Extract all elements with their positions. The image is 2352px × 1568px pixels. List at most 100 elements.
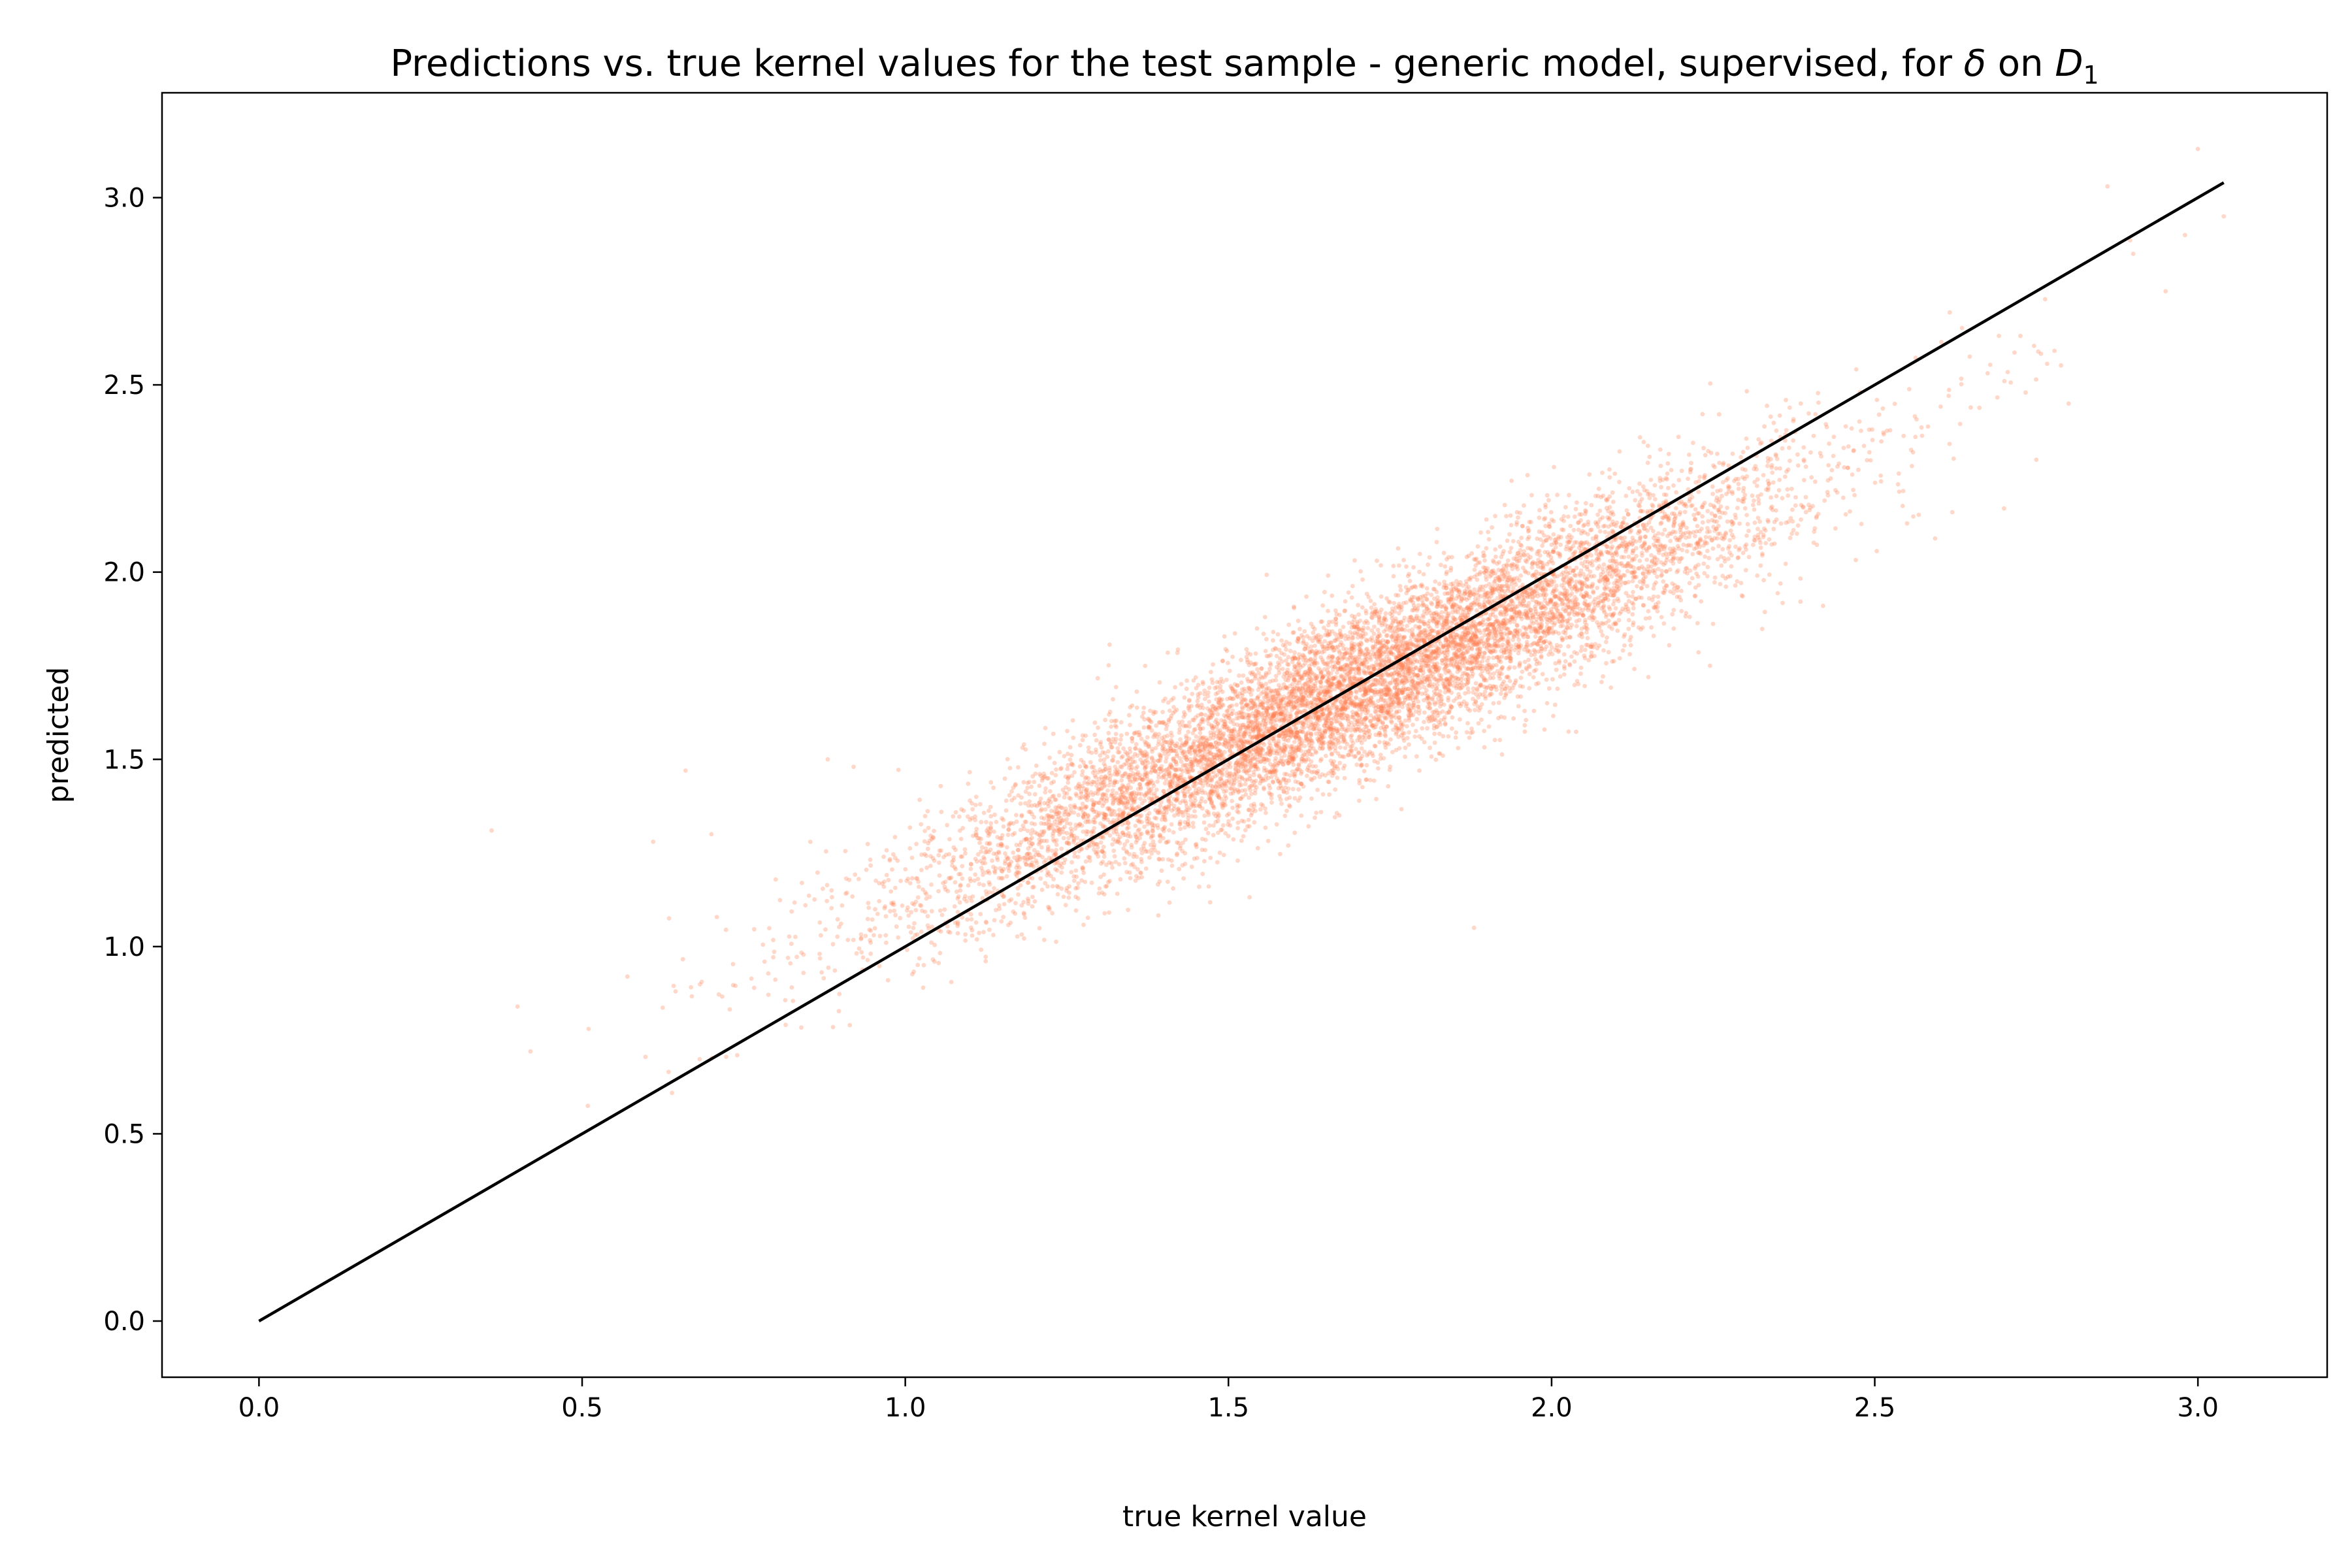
scatter-point — [1715, 451, 1720, 456]
scatter-point — [1102, 892, 1107, 897]
scatter-point — [1137, 730, 1141, 734]
scatter-point — [1765, 487, 1771, 493]
scatter-point — [1489, 594, 1494, 598]
scatter-point — [1761, 578, 1767, 583]
scatter-point — [1482, 570, 1487, 575]
scatter-point — [1512, 606, 1517, 612]
scatter-point — [1129, 842, 1134, 847]
scatter-point — [1488, 612, 1493, 617]
scatter-point — [1500, 551, 1505, 557]
scatter-point — [1673, 506, 1678, 511]
scatter-point — [1337, 628, 1343, 633]
scatter-point — [1833, 487, 1838, 493]
scatter-point — [1597, 508, 1603, 514]
scatter-point — [986, 868, 991, 874]
scatter-point — [1562, 593, 1567, 598]
scatter-point — [1364, 689, 1369, 694]
scatter-point — [1337, 713, 1343, 718]
scatter-point — [1816, 391, 1821, 396]
scatter-point — [821, 887, 825, 891]
scatter-point — [1146, 817, 1151, 821]
scatter-point — [1317, 746, 1322, 751]
scatter-point — [1946, 387, 1952, 393]
scatter-point — [1567, 493, 1571, 498]
scatter-point — [1714, 519, 1720, 524]
scatter-point — [1317, 774, 1322, 779]
scatter-point — [923, 828, 927, 834]
scatter-point — [1138, 757, 1143, 762]
scatter-point — [1527, 625, 1533, 630]
scatter-point — [1090, 804, 1096, 809]
scatter-point — [1487, 710, 1492, 715]
scatter-point — [1064, 821, 1070, 826]
scatter-point — [988, 780, 994, 785]
scatter-point — [1778, 521, 1784, 526]
scatter-point — [1066, 812, 1071, 817]
scatter-point — [1413, 734, 1418, 739]
scatter-point — [1216, 779, 1221, 785]
scatter-point — [1305, 634, 1309, 639]
scatter-point — [1479, 636, 1484, 641]
scatter-point — [1360, 785, 1365, 790]
scatter-point — [1211, 724, 1217, 729]
scatter-point — [1666, 451, 1671, 457]
scatter-point — [1445, 710, 1449, 715]
scatter-point — [1064, 817, 1070, 822]
scatter-point — [1172, 781, 1177, 786]
scatter-point — [1307, 672, 1313, 676]
scatter-point — [1239, 657, 1243, 662]
scatter-point — [773, 977, 778, 982]
scatter-point — [1286, 760, 1291, 765]
scatter-point — [1138, 870, 1143, 875]
scatter-point — [1646, 609, 1651, 613]
scatter-point — [1208, 790, 1213, 794]
scatter-point — [970, 801, 974, 806]
scatter-point — [894, 924, 899, 929]
scatter-point — [806, 893, 811, 898]
scatter-point — [723, 927, 728, 932]
scatter-point — [1139, 851, 1145, 856]
scatter-point — [1379, 653, 1384, 658]
scatter-point — [1727, 544, 1732, 549]
scatter-point — [1235, 809, 1239, 813]
scatter-point — [1049, 848, 1054, 853]
scatter-point — [1401, 669, 1405, 674]
scatter-point — [1364, 762, 1369, 768]
scatter-point — [1459, 681, 1464, 685]
scatter-point — [1320, 712, 1326, 717]
scatter-point — [1154, 723, 1159, 728]
scatter-point — [1660, 532, 1665, 536]
scatter-point — [1338, 674, 1343, 679]
scatter-point — [1211, 726, 1216, 731]
scatter-point — [872, 926, 877, 931]
scatter-point — [1239, 796, 1243, 801]
scatter-point — [1305, 702, 1310, 707]
scatter-point — [939, 913, 945, 917]
scatter-point — [1314, 770, 1319, 775]
scatter-point — [915, 932, 920, 937]
scatter-point — [1326, 573, 1331, 578]
scatter-point — [1428, 674, 1433, 679]
scatter-point — [1143, 866, 1149, 871]
scatter-point — [1218, 728, 1222, 733]
scatter-point — [859, 950, 864, 955]
scatter-point — [1571, 527, 1576, 532]
scatter-point — [1032, 899, 1037, 904]
scatter-point — [955, 920, 960, 925]
scatter-point — [1251, 747, 1256, 751]
scatter-point — [670, 1090, 674, 1096]
scatter-point — [1490, 525, 1495, 530]
scatter-point — [1518, 542, 1523, 547]
scatter-point — [1337, 612, 1342, 617]
scatter-point — [1054, 883, 1060, 889]
scatter-point — [1175, 810, 1180, 815]
scatter-point — [1073, 791, 1079, 796]
scatter-points — [489, 146, 2227, 1108]
scatter-point — [974, 937, 979, 942]
scatter-point — [1407, 578, 1413, 583]
scatter-point — [1013, 900, 1018, 906]
scatter-point — [1509, 478, 1514, 483]
scatter-point — [1474, 556, 1479, 561]
scatter-point — [994, 819, 999, 825]
scatter-point — [1422, 676, 1428, 681]
